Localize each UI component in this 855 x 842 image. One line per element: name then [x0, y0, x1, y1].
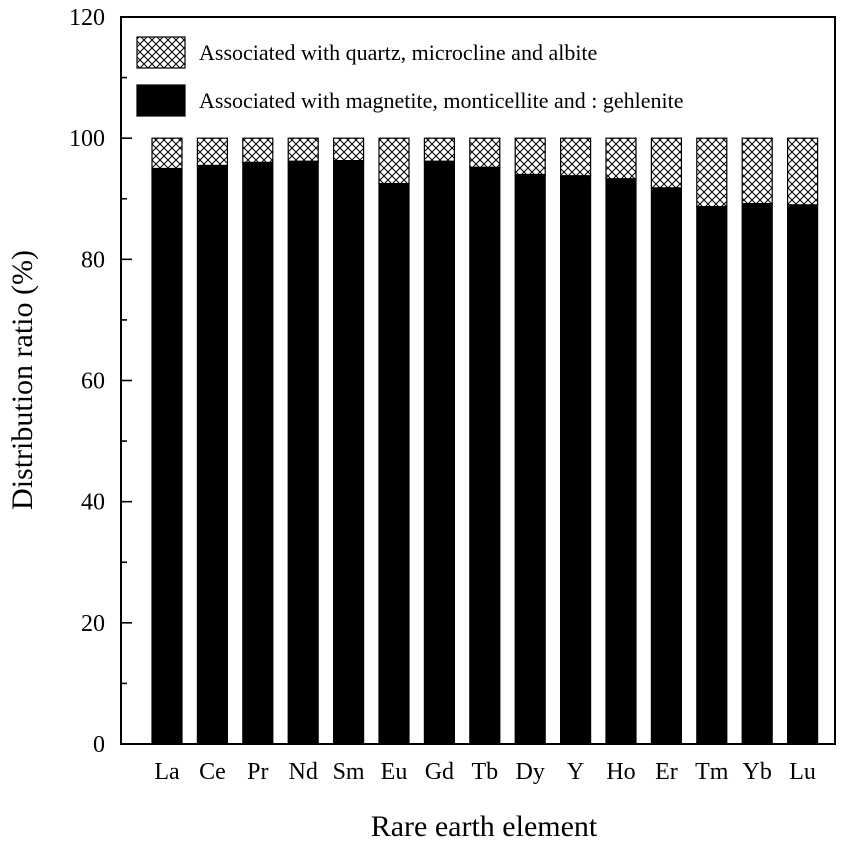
- bar-yb-series-2: [741, 137, 773, 205]
- bar-la-series-1: [151, 167, 183, 745]
- y-tick-label: 100: [69, 126, 105, 152]
- bar-tb-series-2: [469, 137, 501, 168]
- bar-group: [151, 137, 819, 745]
- x-tick-label: Pr: [247, 759, 268, 785]
- bar-er-series-1: [650, 187, 683, 745]
- x-tick-label: Ho: [606, 759, 635, 785]
- x-tick-label: Nd: [289, 759, 318, 785]
- bar-nd-series-1: [287, 160, 319, 745]
- legend-label: Associated with magnetite, monticellite …: [199, 88, 683, 113]
- x-tick-label: Tb: [471, 759, 498, 785]
- legend-swatch: [136, 84, 186, 117]
- y-tick-label: 80: [81, 247, 105, 273]
- x-tick-label: Ce: [199, 759, 226, 785]
- x-axis-title: Rare earth element: [371, 810, 598, 842]
- bar-nd-series-2: [287, 137, 319, 162]
- bar-eu-series-1: [378, 183, 410, 745]
- y-tick-label: 120: [69, 5, 105, 31]
- x-tick-label: Sm: [333, 759, 365, 785]
- bar-eu-series-2: [378, 137, 410, 185]
- x-tick-label: Eu: [381, 759, 408, 785]
- y-axis-title: Distribution ratio (%): [6, 250, 39, 510]
- bar-y-series-2: [559, 137, 592, 177]
- bar-pr-series-1: [242, 161, 274, 745]
- bar-la-series-2: [151, 137, 183, 170]
- bar-lu-series-1: [786, 204, 819, 745]
- x-tick-label: Tm: [695, 759, 729, 785]
- x-tick-label: Dy: [516, 759, 545, 785]
- x-tick-label: Yb: [743, 759, 772, 785]
- x-tick-label: Gd: [425, 759, 454, 785]
- legend: Associated with quartz, microcline and a…: [136, 36, 683, 117]
- y-tick-label: 60: [81, 369, 105, 395]
- legend-label: Associated with quartz, microcline and a…: [199, 40, 597, 65]
- bar-sm-series-2: [333, 137, 365, 162]
- bar-y-series-1: [559, 175, 592, 745]
- bar-dy-series-2: [514, 137, 546, 176]
- y-tick-label: 40: [81, 490, 105, 516]
- bar-ce-series-1: [196, 164, 228, 745]
- y-tick-label: 0: [93, 732, 105, 758]
- bar-ce-series-2: [196, 137, 228, 167]
- bar-er-series-2: [650, 137, 683, 189]
- bar-dy-series-1: [514, 173, 546, 745]
- x-tick-label: Lu: [789, 759, 816, 785]
- bar-gd-series-2: [423, 137, 455, 162]
- x-tick-label: Y: [567, 759, 584, 785]
- y-tick-label: 20: [81, 611, 105, 637]
- bar-gd-series-1: [423, 160, 455, 745]
- bar-ho-series-1: [605, 178, 637, 745]
- bar-tm-series-1: [696, 206, 728, 745]
- bar-pr-series-2: [242, 137, 274, 164]
- bar-tm-series-2: [696, 137, 728, 208]
- bar-tb-series-1: [469, 166, 501, 745]
- bar-ho-series-2: [605, 137, 637, 180]
- x-tick-label: La: [154, 759, 180, 785]
- x-tick-label: Er: [655, 759, 678, 785]
- tick-labels: 0 20 40 60 80 100 120 La Ce Pr Nd Sm Eu Gd Tb Dy Y Ho Er Tm…: [69, 5, 816, 785]
- bar-sm-series-1: [333, 159, 365, 745]
- bar-yb-series-1: [741, 202, 773, 745]
- bar-lu-series-2: [786, 137, 819, 206]
- plot-frame: [120, 16, 836, 745]
- legend-swatch: [136, 36, 186, 69]
